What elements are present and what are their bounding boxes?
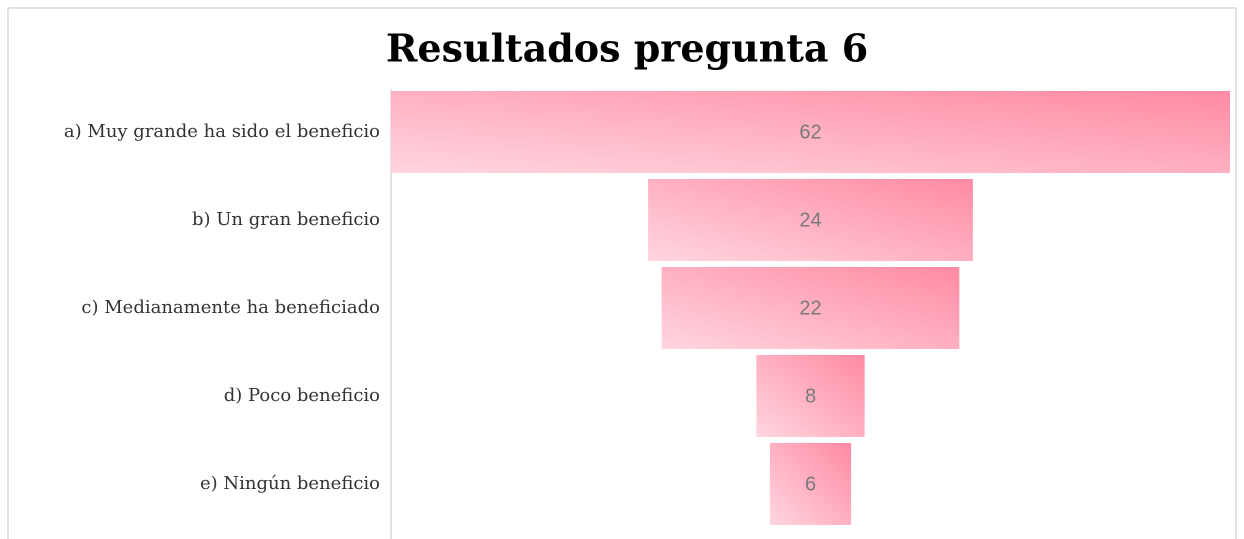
- category-label: b) Un gran beneficio: [192, 209, 380, 230]
- category-label: a) Muy grande ha sido el beneficio: [64, 121, 380, 142]
- chart-border: [7, 7, 1237, 539]
- category-label: d) Poco beneficio: [224, 385, 380, 406]
- funnel-bar: [769, 443, 852, 525]
- data-label: 62: [799, 121, 821, 143]
- funnel-bar: [756, 355, 865, 437]
- data-label: 22: [799, 297, 821, 319]
- data-label: 8: [805, 385, 816, 407]
- data-label: 6: [805, 473, 816, 495]
- category-label: c) Medianamente ha beneficiado: [81, 297, 380, 318]
- category-label: e) Ningún beneficio: [200, 473, 380, 494]
- funnel-bar: [391, 91, 1230, 173]
- funnel-bar: [661, 267, 960, 349]
- data-label: 24: [799, 209, 821, 231]
- chart-title: Resultados pregunta 6: [386, 26, 868, 71]
- funnel-bar: [648, 179, 973, 261]
